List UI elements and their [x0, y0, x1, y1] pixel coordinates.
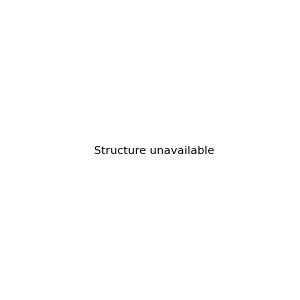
Text: Structure unavailable: Structure unavailable	[94, 146, 214, 157]
